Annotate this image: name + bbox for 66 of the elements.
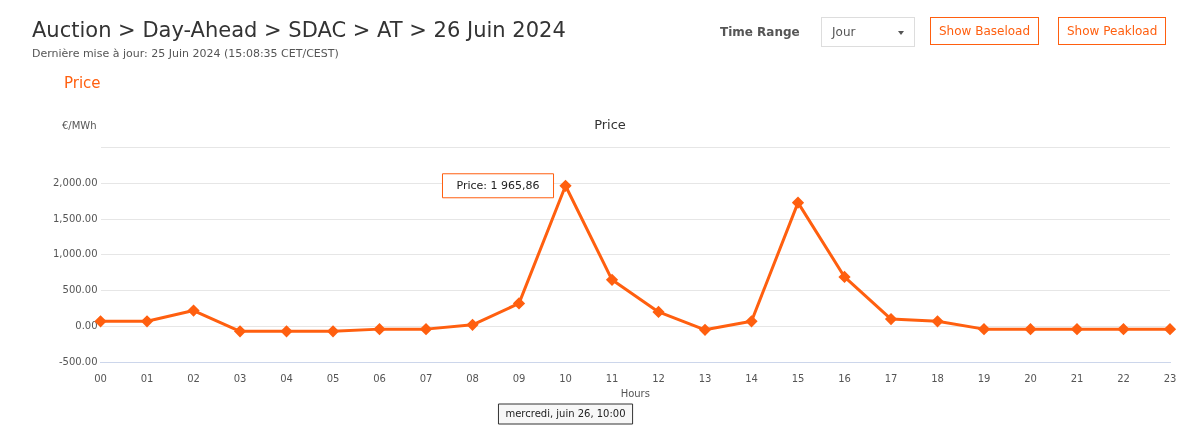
baseload-button: Show Baseload — [930, 17, 1040, 45]
point — [839, 271, 851, 283]
x-tick-label: 07 — [419, 372, 433, 384]
x-tick-label: 04 — [280, 372, 293, 384]
point — [885, 313, 897, 325]
point — [1071, 323, 1083, 335]
y-axis-title: €/MWh — [62, 119, 97, 131]
x-tick-label: 00 — [94, 372, 107, 384]
annotation: Price: 1 965,86 — [456, 178, 540, 192]
text: Price — [64, 74, 101, 92]
point — [327, 325, 339, 337]
point — [188, 305, 200, 317]
text: mercredi, juin 26, 10:00 — [505, 407, 626, 419]
x-tick-label: 21 — [1070, 372, 1084, 384]
point — [141, 315, 153, 327]
x-tick-label: 03 — [233, 372, 247, 384]
point — [467, 319, 479, 331]
chart-title: Auction > Day-Ahead > SDAC > AT > 26 Juin 2024 — [32, 18, 566, 42]
point — [374, 323, 386, 335]
point — [699, 324, 711, 336]
x-tick-label: 23 — [1163, 372, 1177, 384]
x-tick-label: 22 — [1117, 372, 1130, 384]
point — [281, 325, 293, 337]
dropdown-field: Jour — [821, 17, 915, 47]
point — [513, 297, 525, 309]
point — [653, 306, 665, 318]
point — [95, 315, 107, 327]
chart-subtitle: Dernière mise à jour: 25 Juin 2024 (15:08:35 CET/CEST) — [32, 47, 339, 60]
point — [792, 197, 804, 209]
point — [932, 315, 944, 327]
point — [1118, 323, 1129, 335]
x-axis-title: Hours — [620, 387, 650, 399]
x-tick-label: 12 — [652, 372, 665, 384]
y-tick-label: 0.00 — [75, 319, 98, 331]
point — [1025, 323, 1036, 335]
x-tick-label: 06 — [373, 372, 386, 384]
point — [420, 323, 432, 335]
peakload-button: Show Peakload — [1058, 17, 1167, 45]
point — [1164, 323, 1176, 335]
point — [746, 315, 758, 327]
x-tick-label: 17 — [884, 372, 898, 384]
x-tick-label: 16 — [838, 372, 851, 384]
point — [978, 323, 990, 335]
x-tick-label: 01 — [140, 372, 154, 384]
point — [234, 325, 246, 337]
x-tick-label: 13 — [698, 372, 712, 384]
x-tick-label: 19 — [977, 372, 991, 384]
x-tick-label: 10 — [559, 372, 572, 384]
x-tick-label: 09 — [512, 372, 526, 384]
y-tick-label: 1,500.00 — [53, 212, 98, 224]
x-tick-label: 14 — [745, 372, 758, 384]
point — [606, 274, 618, 286]
y-tick-label: 1,000.00 — [53, 248, 98, 260]
x-tick-label: 15 — [791, 372, 805, 384]
x-tick-label: 18 — [931, 372, 944, 384]
x-tick-label: 05 — [326, 372, 340, 384]
point — [560, 180, 572, 192]
x-tick-label: 02 — [187, 372, 200, 384]
y-tick-label: 2,000.00 — [53, 176, 98, 188]
text: Time Range — [720, 25, 800, 39]
x-tick-label: 08 — [466, 372, 479, 384]
x-tick-label: 20 — [1024, 372, 1037, 384]
x-tick-label: 11 — [605, 372, 619, 384]
y-tick-label: 500.00 — [62, 284, 98, 296]
text: Price — [594, 117, 626, 133]
y-tick-label: -500.00 — [58, 355, 98, 367]
